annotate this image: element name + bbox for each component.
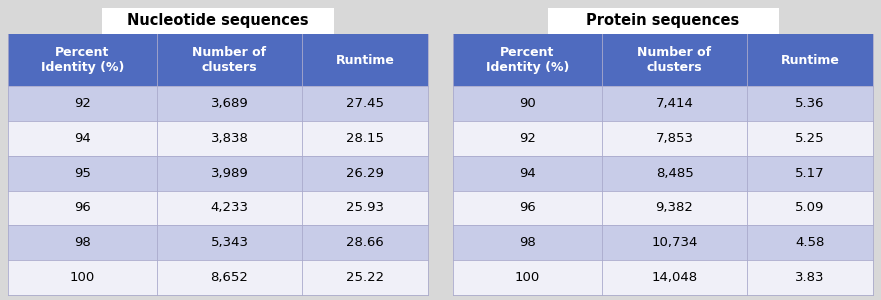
Bar	[747, 225, 873, 260]
Text: 95: 95	[74, 167, 91, 180]
Text: 94: 94	[74, 132, 91, 145]
Bar	[747, 34, 873, 86]
Text: Percent
Identity (%): Percent Identity (%)	[485, 46, 569, 74]
Bar	[302, 86, 428, 121]
Bar	[8, 86, 157, 121]
Text: 7,853: 7,853	[655, 132, 693, 145]
Text: 7,414: 7,414	[655, 97, 693, 110]
Bar	[157, 190, 302, 225]
Text: 96: 96	[74, 201, 91, 214]
Bar	[602, 156, 747, 190]
Bar	[8, 225, 157, 260]
Text: Protein sequences: Protein sequences	[587, 14, 740, 28]
Text: 98: 98	[74, 236, 91, 249]
Bar	[157, 225, 302, 260]
Text: 5.09: 5.09	[796, 201, 825, 214]
Text: 26.29: 26.29	[346, 167, 384, 180]
Bar	[102, 8, 334, 34]
Text: 3,689: 3,689	[211, 97, 248, 110]
Text: 100: 100	[515, 271, 540, 284]
Bar	[453, 121, 602, 156]
Bar	[157, 34, 302, 86]
Bar	[602, 225, 747, 260]
Text: 25.22: 25.22	[346, 271, 384, 284]
Bar	[747, 190, 873, 225]
Bar	[8, 121, 157, 156]
Bar	[602, 121, 747, 156]
Text: 4.58: 4.58	[796, 236, 825, 249]
Text: Number of
clusters: Number of clusters	[638, 46, 712, 74]
Text: 98: 98	[519, 236, 536, 249]
Text: Percent
Identity (%): Percent Identity (%)	[41, 46, 124, 74]
Text: 10,734: 10,734	[651, 236, 698, 249]
Bar	[547, 8, 779, 34]
Text: 3.83: 3.83	[796, 271, 825, 284]
Text: 14,048: 14,048	[651, 271, 698, 284]
Text: 3,838: 3,838	[211, 132, 248, 145]
Text: 5.17: 5.17	[796, 167, 825, 180]
Text: Runtime: Runtime	[781, 53, 840, 67]
Bar	[602, 260, 747, 295]
Text: 9,382: 9,382	[655, 201, 693, 214]
Bar	[8, 190, 157, 225]
Bar	[747, 156, 873, 190]
Text: Number of
clusters: Number of clusters	[192, 46, 267, 74]
Text: Runtime: Runtime	[336, 53, 395, 67]
Text: 5.25: 5.25	[796, 132, 825, 145]
Bar	[157, 156, 302, 190]
Text: 96: 96	[519, 201, 536, 214]
Text: 27.45: 27.45	[346, 97, 384, 110]
Bar	[453, 190, 602, 225]
Text: 94: 94	[519, 167, 536, 180]
Text: 3,989: 3,989	[211, 167, 248, 180]
Text: 100: 100	[70, 271, 95, 284]
Text: 28.66: 28.66	[346, 236, 384, 249]
Bar	[453, 260, 602, 295]
Bar	[453, 156, 602, 190]
Bar	[157, 260, 302, 295]
Bar	[602, 86, 747, 121]
Bar	[302, 34, 428, 86]
Bar	[453, 34, 602, 86]
Bar	[8, 156, 157, 190]
Bar	[747, 121, 873, 156]
Bar	[747, 86, 873, 121]
Text: 28.15: 28.15	[346, 132, 384, 145]
Bar	[453, 225, 602, 260]
Bar	[8, 34, 157, 86]
Bar	[302, 260, 428, 295]
Bar	[747, 260, 873, 295]
Bar	[157, 121, 302, 156]
Text: 4,233: 4,233	[211, 201, 248, 214]
Bar	[453, 86, 602, 121]
Bar	[302, 121, 428, 156]
Bar	[302, 156, 428, 190]
Text: 8,485: 8,485	[655, 167, 693, 180]
Bar	[302, 190, 428, 225]
Bar	[157, 86, 302, 121]
Text: 8,652: 8,652	[211, 271, 248, 284]
Text: 92: 92	[74, 97, 91, 110]
Text: 90: 90	[519, 97, 536, 110]
Bar	[8, 260, 157, 295]
Text: 5,343: 5,343	[211, 236, 248, 249]
Text: Nucleotide sequences: Nucleotide sequences	[127, 14, 309, 28]
Text: 5.36: 5.36	[796, 97, 825, 110]
Text: 92: 92	[519, 132, 536, 145]
Bar	[602, 190, 747, 225]
Bar	[302, 225, 428, 260]
Bar	[602, 34, 747, 86]
Text: 25.93: 25.93	[346, 201, 384, 214]
